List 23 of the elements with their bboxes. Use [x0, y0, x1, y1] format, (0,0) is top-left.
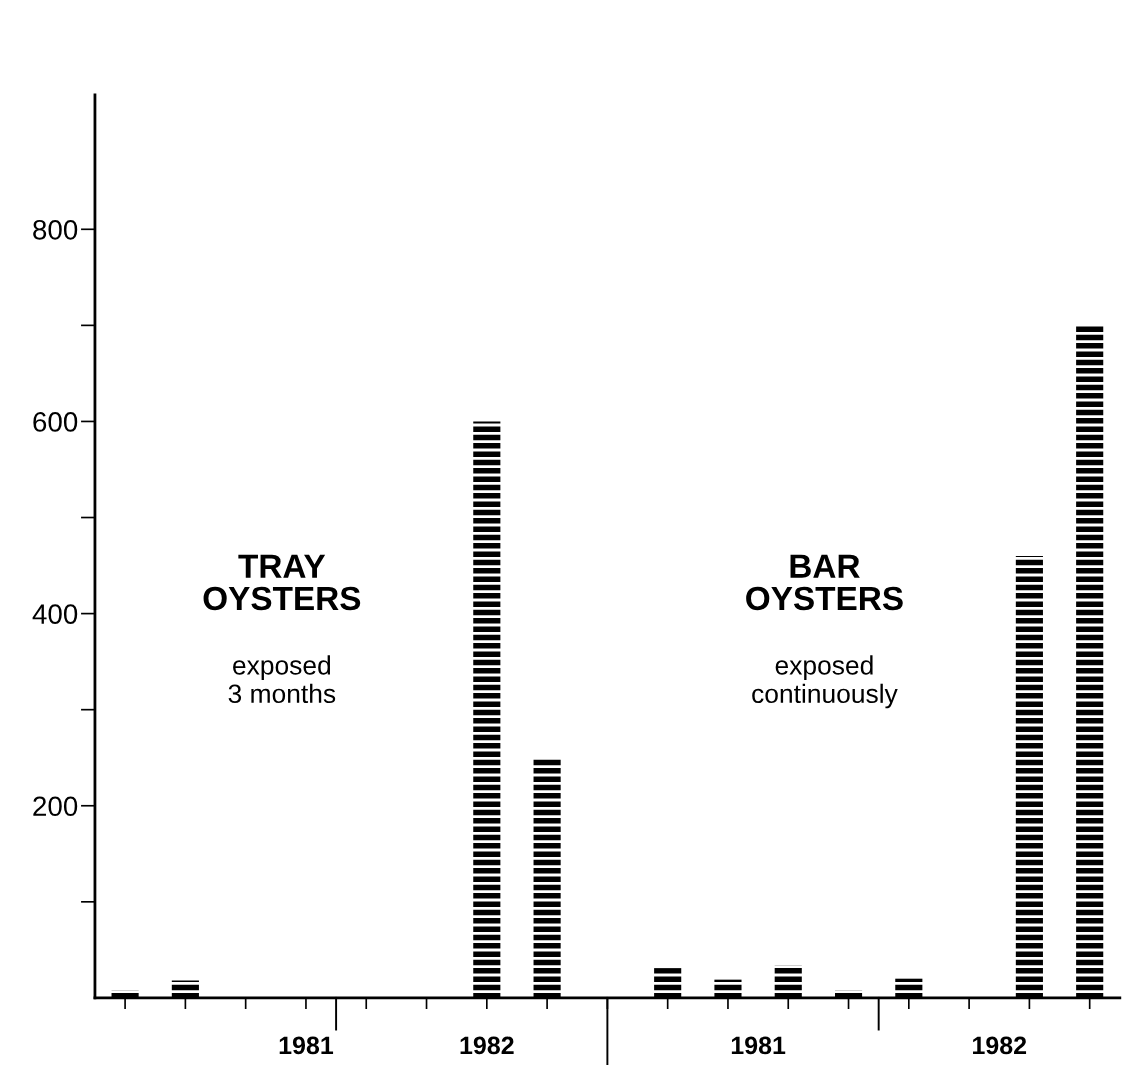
- y-tick-label: 800: [33, 219, 78, 240]
- text: 1981: [731, 1036, 786, 1055]
- y-tick-label: 200: [33, 796, 78, 817]
- text: 1981: [279, 1036, 334, 1055]
- bar: [834, 990, 863, 998]
- text: 1982: [973, 1036, 1027, 1055]
- text: 1982: [460, 1036, 514, 1055]
- bar: [473, 421, 501, 998]
- bar: [895, 978, 923, 998]
- bar: [714, 979, 742, 998]
- y-tick-label: 400: [32, 604, 78, 624]
- bar: [533, 757, 561, 998]
- bar: [1076, 325, 1104, 998]
- bar: [774, 965, 802, 998]
- bar: [1015, 555, 1043, 998]
- bar: [171, 980, 199, 998]
- annotation: TRAY OYSTERS: [203, 554, 361, 611]
- bar: [654, 968, 682, 998]
- annotation: exposed 3 months: [228, 655, 336, 704]
- annotation: BAR OYSTERS: [746, 554, 903, 611]
- annotation: exposed continuously: [752, 655, 898, 709]
- bar: [111, 990, 139, 998]
- y-tick-label: 600: [33, 412, 78, 432]
